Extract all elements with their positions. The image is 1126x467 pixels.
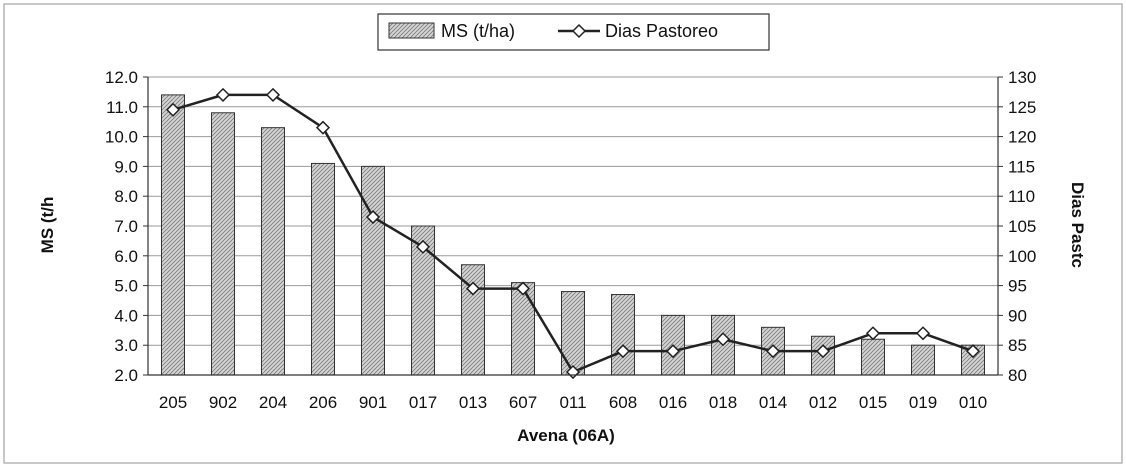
point-014 bbox=[765, 344, 781, 359]
legend: MS (t/ha) Dias Pastoreo bbox=[377, 13, 770, 51]
point-205 bbox=[165, 102, 181, 117]
point-013 bbox=[465, 281, 481, 296]
point-204 bbox=[265, 87, 281, 102]
bar-206 bbox=[311, 162, 335, 376]
x-tick-label: 013 bbox=[459, 393, 487, 412]
y2-tick-label: 85 bbox=[1008, 336, 1027, 355]
y2-tick-label: 115 bbox=[1008, 157, 1035, 176]
y2-tick-label: 120 bbox=[1008, 128, 1036, 147]
x-tick-label: 608 bbox=[609, 393, 637, 412]
line-series-dias bbox=[165, 87, 981, 380]
point-901 bbox=[365, 209, 381, 225]
y-tick-label: 10.0 bbox=[105, 128, 138, 147]
y2-tick-label: 125 bbox=[1008, 98, 1036, 117]
y-tick-label: 8.0 bbox=[114, 187, 138, 206]
x-tick-label: 607 bbox=[509, 393, 537, 412]
point-206 bbox=[315, 120, 331, 135]
y-tick-label: 4.0 bbox=[114, 306, 138, 325]
y-axis-title: MS (t/h bbox=[38, 197, 57, 254]
point-607 bbox=[515, 281, 531, 296]
x-tick-label: 016 bbox=[659, 393, 687, 412]
y2-tick-label: 105 bbox=[1008, 217, 1036, 236]
y-tick-label: 7.0 bbox=[114, 217, 138, 236]
bar-015 bbox=[861, 338, 885, 376]
bar-series-ms bbox=[161, 94, 985, 376]
bar-608 bbox=[611, 294, 635, 376]
y2-tick-label: 95 bbox=[1008, 277, 1027, 296]
x-tick-label: 014 bbox=[759, 393, 787, 412]
point-016 bbox=[665, 344, 681, 359]
x-tick-label: 902 bbox=[209, 393, 237, 412]
bar-019 bbox=[911, 344, 935, 376]
point-010 bbox=[965, 344, 981, 359]
y-tick-label: 6.0 bbox=[114, 247, 138, 266]
y-tick-label: 9.0 bbox=[114, 157, 138, 176]
legend-diamond-marker bbox=[571, 23, 587, 39]
x-tick-label: 011 bbox=[559, 393, 586, 412]
y2-axis-title: Dias Pastc bbox=[1068, 182, 1087, 268]
point-017 bbox=[415, 239, 431, 254]
x-tick-label: 205 bbox=[159, 393, 187, 412]
bar-204 bbox=[261, 127, 285, 376]
y2-tick-label: 130 bbox=[1008, 68, 1036, 87]
point-015 bbox=[865, 326, 881, 341]
legend-bar-swatch bbox=[388, 22, 435, 39]
bar-011 bbox=[561, 291, 585, 376]
bar-902 bbox=[211, 112, 235, 376]
bar-205 bbox=[161, 94, 185, 376]
point-018 bbox=[715, 332, 731, 347]
y-tick-label: 3.0 bbox=[114, 336, 138, 355]
x-tick-label: 010 bbox=[959, 393, 987, 412]
y-tick-label: 11.0 bbox=[106, 98, 138, 117]
bar-901 bbox=[361, 165, 385, 376]
y2-tick-label: 90 bbox=[1008, 306, 1027, 325]
x-tick-label: 206 bbox=[309, 393, 337, 412]
y2-tick-label: 110 bbox=[1008, 187, 1035, 206]
x-tick-label: 019 bbox=[909, 393, 937, 412]
chart-border bbox=[3, 3, 1123, 464]
y2-tick-label: 80 bbox=[1008, 366, 1027, 385]
x-tick-label: 017 bbox=[409, 393, 437, 412]
x-tick-label: 015 bbox=[859, 393, 887, 412]
bar-607 bbox=[511, 282, 535, 376]
y-tick-label: 5.0 bbox=[114, 277, 138, 296]
x-tick-label: 204 bbox=[259, 393, 287, 412]
legend-label-ms: MS (t/ha) bbox=[441, 21, 515, 41]
x-axis-title: Avena (06A) bbox=[517, 426, 615, 445]
legend-label-dias: Dias Pastoreo bbox=[605, 21, 718, 41]
y2-tick-label: 100 bbox=[1008, 247, 1036, 266]
point-902 bbox=[215, 87, 231, 102]
axes: 2.0 3.0 4.0 5.0 6.0 7.0 8.0 9.0 10.0 11.0 12.0 80 85… bbox=[105, 68, 1036, 412]
x-tick-label: 901 bbox=[359, 393, 387, 412]
point-012 bbox=[815, 344, 831, 359]
y-tick-label: 2.0 bbox=[114, 366, 138, 385]
x-tick-label: 018 bbox=[709, 393, 737, 412]
point-019 bbox=[915, 326, 931, 341]
x-tick-label: 012 bbox=[809, 393, 837, 412]
y-tick-label: 12.0 bbox=[105, 68, 138, 87]
point-608 bbox=[615, 344, 631, 359]
